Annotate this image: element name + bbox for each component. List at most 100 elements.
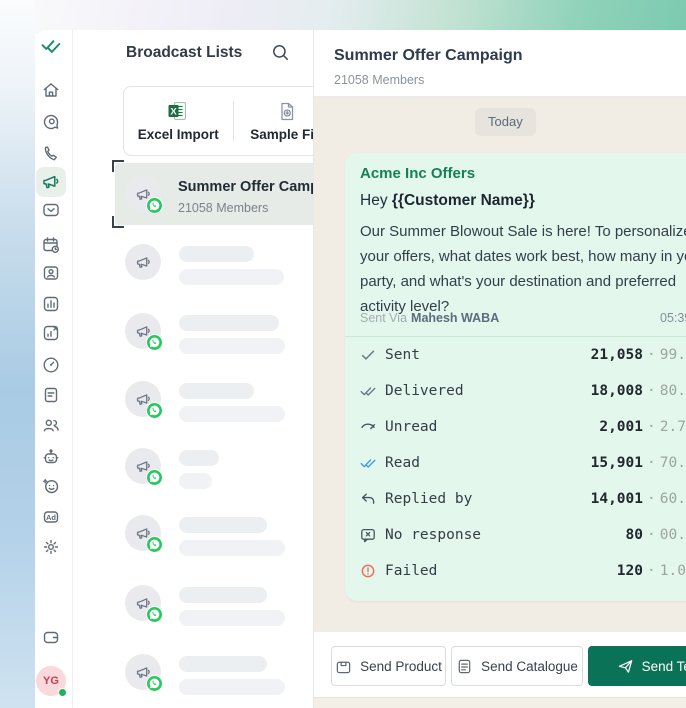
skeleton-bar [179,338,285,354]
skeleton-bar [179,450,219,466]
online-status-dot [58,688,67,697]
stat-percent: 00.7 [659,527,686,543]
broadcast-item-skeleton[interactable] [115,641,347,703]
nav-contacts-icon[interactable] [41,263,61,283]
nav-inbox-icon[interactable] [41,200,61,220]
stat-value: 18,008 [590,383,643,399]
message-body: Our Summer Blowout Sale is here! To pers… [360,219,686,319]
skeleton-bar [179,473,212,489]
stat-label: Read [385,455,420,471]
conversation-panel: Summer Offer Campaign 21058 Members Toda… [313,30,686,708]
stat-value: 15,901 [590,455,643,471]
package-icon [336,661,351,673]
panel-title: Broadcast Lists [126,44,243,61]
stat-row-read: Read 15,901 ·70.0 [345,445,686,481]
broadcast-item-skeleton[interactable] [115,231,347,293]
broadcast-item-skeleton[interactable] [115,502,347,564]
nav-calendar-icon[interactable] [41,235,61,255]
selection-bracket [112,216,124,228]
user-initials: YG [43,675,59,687]
broadcast-item-skeleton[interactable] [115,300,347,362]
stat-label: Failed [385,563,438,579]
top-gradient-decoration [0,0,686,34]
conversation-title: Summer Offer Campaign [334,47,523,64]
delivery-stats: Sent 21,058 ·99.9 Delivered 18,008 ·80.5 [345,337,686,589]
nav-chatbot-icon[interactable] [41,447,61,467]
stat-percent: 80.5 [659,383,686,399]
send-template-label: Send Template [641,658,686,674]
skeleton-bar [179,315,279,331]
megaphone-icon [136,460,150,472]
nav-performance-icon[interactable] [41,355,61,375]
stat-percent: 70.0 [659,455,686,471]
excel-import-button[interactable]: X Excel Import [124,87,233,155]
nav-chats-icon[interactable] [41,112,61,132]
skeleton-bar [179,383,254,399]
search-icon[interactable] [271,43,290,62]
nav-wallet-icon[interactable] [41,627,61,647]
megaphone-icon [136,393,150,405]
stat-separator: · [647,347,656,363]
stat-label: Sent [385,347,420,363]
megaphone-icon [136,527,150,539]
user-avatar[interactable]: YG [36,666,67,697]
stat-percent: 1.0 [659,563,686,579]
sample-file-button[interactable]: Sample File [234,87,343,155]
nav-documents-icon[interactable] [41,385,61,405]
nav-reports-icon[interactable] [41,323,61,343]
broadcast-item-skeleton[interactable] [115,572,347,634]
greeting-variable: {{Customer Name}} [391,192,535,209]
nav-settings-icon[interactable] [41,537,61,557]
send-template-button[interactable]: Send Template [588,646,686,686]
stat-separator: · [647,383,656,399]
broadcast-avatar [125,515,163,553]
bubble-divider [345,336,686,337]
sent-via-label: Sent Via [360,311,408,325]
body-line: activity level? [360,298,450,315]
reply-icon [361,493,375,504]
stat-percent: 99.9 [659,347,686,363]
body-line: party, and what's your destination and p… [360,273,677,290]
broadcast-list-panel: Broadcast Lists X Excel Import [73,30,350,708]
body-line: Our Summer Blowout Sale is here! To pers… [360,223,686,240]
stat-row-sent: Sent 21,058 ·99.9 [345,337,686,373]
skeleton-bar [179,517,267,533]
greeting-prefix: Hey [360,192,392,209]
message-time: 05:39 [660,311,686,325]
stat-row-delivered: Delivered 18,008 ·80.5 [345,373,686,409]
nav-engagement-icon[interactable] [41,476,61,496]
send-icon [618,659,632,673]
check-icon [361,350,375,360]
double-check-blue-icon [360,459,376,468]
send-catalogue-label: Send Catalogue [481,658,578,674]
double-check-icon [360,387,376,396]
whatsapp-badge-icon [146,469,163,486]
stat-label: Replied by [385,491,473,507]
no-response-icon [361,528,375,543]
broadcast-item-skeleton[interactable] [115,368,347,430]
stat-percent: 2.7 [659,419,686,435]
broadcast-item-skeleton[interactable] [115,435,347,497]
send-catalogue-button[interactable]: Send Catalogue [451,646,583,686]
ads-icon-label: Ad [46,513,56,522]
nav-ads-icon[interactable]: Ad [41,507,61,527]
sent-via: Sent Via Mahesh WABA [360,311,499,325]
nav-analytics-icon[interactable] [41,294,61,314]
broadcast-item-subtitle: 21058 Members [178,201,269,215]
nav-broadcasts-icon[interactable] [41,172,61,192]
document-icon [458,659,471,673]
stat-label: No response [385,527,482,543]
nav-home-icon[interactable] [41,80,61,100]
broadcast-avatar [125,654,163,692]
nav-calls-icon[interactable] [41,144,61,164]
stat-separator: · [647,527,656,543]
send-product-button[interactable]: Send Product [331,646,446,686]
stat-value: 120 [616,563,643,579]
nav-team-icon[interactable] [41,415,61,435]
import-toolbar: X Excel Import Sample File [123,86,343,156]
stat-label: Unread [385,419,438,435]
broadcast-item-selected[interactable]: Summer Offer Camp 21058 Members [112,160,350,228]
main-window: Ad YG Broadcast Lists [35,30,686,708]
eye-off-icon [361,423,376,430]
